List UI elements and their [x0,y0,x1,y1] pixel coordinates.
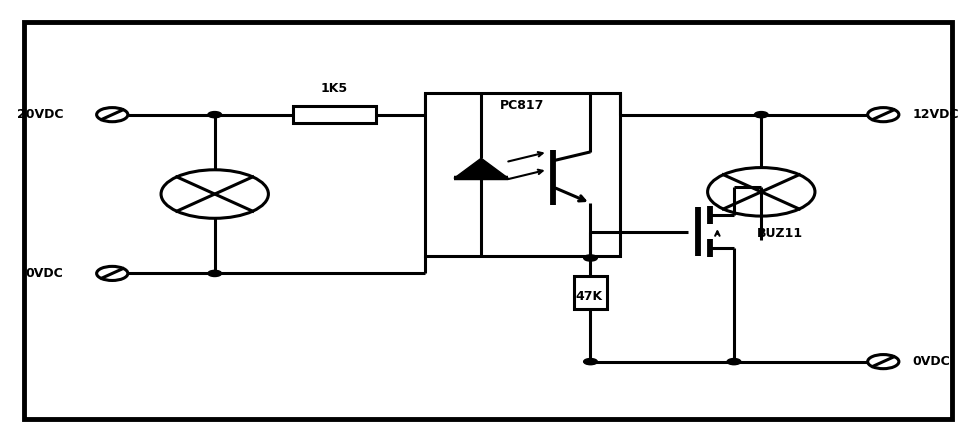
Circle shape [727,359,741,365]
Text: 20VDC: 20VDC [17,108,63,121]
Bar [425,93,620,256]
Text: 0VDC: 0VDC [913,355,951,368]
Text: 0VDC: 0VDC [25,267,63,280]
Bar [574,276,607,309]
Polygon shape [454,158,508,178]
Circle shape [584,359,597,365]
Circle shape [584,255,597,261]
Circle shape [208,270,222,277]
Text: 47K: 47K [576,290,603,303]
Text: 1K5: 1K5 [320,82,347,95]
Bar [293,106,376,123]
Text: BUZ11: BUZ11 [756,227,802,240]
Text: PC817: PC817 [500,99,545,112]
Circle shape [208,112,222,118]
Circle shape [754,112,768,118]
Text: 12VDC: 12VDC [913,108,959,121]
